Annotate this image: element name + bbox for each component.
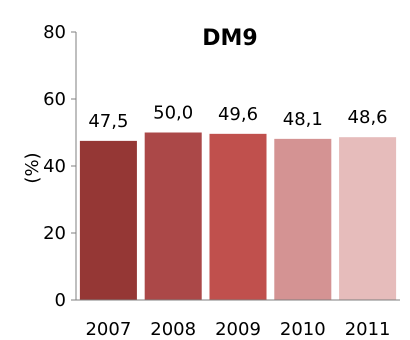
x-tick-label-2010: 2010: [280, 319, 326, 340]
y-axis: 0 20 40 60 80: [43, 22, 76, 311]
x-tick-label-2011: 2011: [345, 319, 391, 340]
y-tick-label: 80: [43, 22, 66, 43]
y-tick-label: 60: [43, 89, 66, 110]
y-tick-label: 40: [43, 156, 66, 177]
data-labels-group: 47,5 50,0 49,6 48,1 48,6: [88, 103, 387, 132]
x-tick-label-2008: 2008: [150, 319, 196, 340]
data-label-2010: 48,1: [283, 109, 323, 130]
data-label-2009: 49,6: [218, 104, 258, 125]
bar-2008: [144, 132, 202, 300]
bar-2011: [339, 137, 397, 300]
data-label-2007: 47,5: [88, 111, 128, 132]
x-axis: 2007 2008 2009 2010 2011: [85, 319, 390, 340]
y-axis-label: (%): [22, 152, 43, 183]
data-label-2011: 48,6: [348, 107, 388, 128]
bars-group: [79, 132, 397, 300]
chart-title: DM9: [202, 26, 257, 51]
y-tick-label: 0: [55, 290, 66, 311]
y-tick-label: 20: [43, 223, 66, 244]
bar-2007: [79, 140, 137, 300]
bar-2009: [209, 133, 267, 300]
x-tick-label-2007: 2007: [85, 319, 131, 340]
bar-2010: [274, 138, 332, 300]
data-label-2008: 50,0: [153, 103, 193, 124]
x-tick-label-2009: 2009: [215, 319, 261, 340]
